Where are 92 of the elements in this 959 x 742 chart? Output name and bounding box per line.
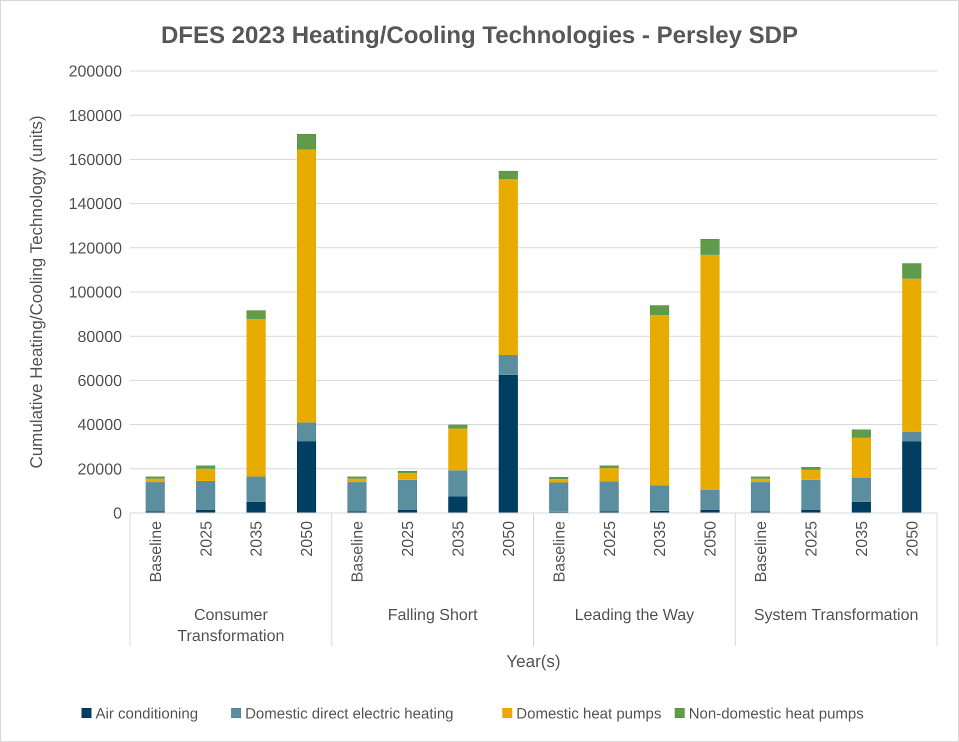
x-tick-label: 2025 [400,520,418,557]
x-tick-label: 2050 [904,520,922,557]
bar [852,438,871,478]
bar [296,134,316,150]
x-tick-label: 2035 [854,520,871,557]
bar [700,490,720,510]
bar [448,496,468,513]
x-tick-label: 2025 [804,520,821,557]
bar [246,310,266,319]
bar [852,478,871,502]
bar [498,170,518,180]
bar [902,263,922,279]
bar [600,481,619,512]
y-axis-title: Cumulative Heating/Cooling Technology (units) [27,115,46,469]
bar [902,278,922,432]
y-tick-label: 40000 [78,417,122,434]
bar [852,502,871,513]
y-tick-label: 180000 [68,108,122,125]
bar [600,465,619,468]
text: System Transformation [754,607,918,624]
legend-label: Domestic heat pumps [516,705,662,722]
bar [700,254,720,490]
bar [801,470,820,480]
bar [902,432,922,442]
bar [196,510,216,513]
x-tick-label: 2035 [248,520,266,557]
bar [448,428,468,470]
bar [196,465,216,469]
y-tick-label: 100000 [68,284,122,302]
y-tick-label: 60000 [78,373,122,390]
bar [549,479,568,482]
x-tick-label: 2050 [702,520,720,557]
x-tick-label: 2025 [602,520,619,557]
bar [296,422,316,442]
bar [448,424,468,429]
x-tick-label: 2050 [500,520,518,557]
y-tick-label: 0 [113,506,122,523]
x-tick-label: 2035 [450,520,468,557]
bar [398,480,417,510]
x-tick-label: 2050 [299,520,316,557]
bar [700,238,720,255]
y-tick-label: 160000 [68,152,122,169]
legend-label: Domestic direct electric heating [245,705,454,722]
text: Consumer Transformation [177,607,284,645]
x-tick-label: 2035 [652,520,670,557]
bar [347,482,367,512]
bar [549,476,568,480]
bar [852,429,871,438]
bar [801,480,820,510]
bar [650,315,670,486]
bar [146,478,165,482]
y-tick-label: 120000 [68,240,122,258]
bar [498,354,518,375]
bar [296,441,316,513]
bar [196,480,216,510]
bar [398,510,417,513]
legend-label: Non-domestic heat pumps [688,705,864,722]
legend-label: Air conditioning [96,705,198,722]
bar [398,473,417,480]
bar [498,374,518,513]
x-tick-label: Baseline [551,520,568,582]
y-tick-label: 20000 [78,461,122,478]
x-tick-label: Baseline [753,520,770,582]
bar [196,468,216,481]
bar [448,470,468,496]
text: Falling Short [388,607,478,624]
bar [498,179,518,355]
y-tick-label: 200000 [68,64,122,81]
bar [801,510,820,513]
x-tick-label: Baseline [350,520,367,582]
chart-title: DFES 2023 Heating/Cooling Technologies - Persley SDP [160,22,798,49]
bar [801,467,820,470]
x-tick-label: Baseline [148,520,165,582]
x-axis-title: Year(s) [506,652,561,671]
bar [650,485,670,511]
bar [650,305,670,316]
bar [750,482,770,512]
y-tick-label: 80000 [78,328,122,346]
bar [750,478,770,482]
bar [600,468,619,482]
bar [549,482,568,512]
bar [246,318,266,477]
text: Leading the Way [574,607,694,624]
bar [146,482,165,512]
bar [246,502,266,513]
bar [902,441,922,513]
bar [246,476,266,502]
x-tick-label: 2025 [198,520,216,557]
bar [700,510,720,513]
bar [296,149,316,422]
y-tick-label: 140000 [68,196,122,214]
bar [347,478,367,482]
